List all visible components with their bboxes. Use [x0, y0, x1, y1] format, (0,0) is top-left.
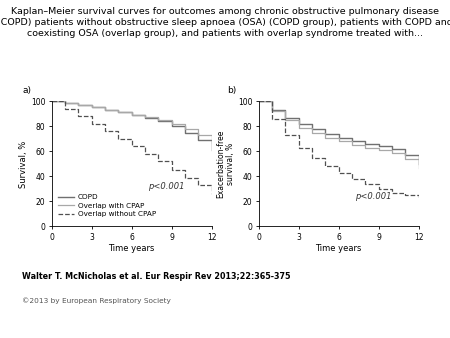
X-axis label: Time years: Time years [315, 244, 362, 254]
Text: p<0.001: p<0.001 [355, 192, 391, 201]
X-axis label: Time years: Time years [108, 244, 155, 254]
Text: p<0.001: p<0.001 [148, 182, 184, 191]
Text: b): b) [227, 86, 236, 95]
Text: Walter T. McNicholas et al. Eur Respir Rev 2013;22:365-375: Walter T. McNicholas et al. Eur Respir R… [22, 272, 291, 281]
Text: Kaplan–Meier survival curves for outcomes among chronic obstructive pulmonary di: Kaplan–Meier survival curves for outcome… [0, 7, 450, 38]
Text: ©2013 by European Respiratory Society: ©2013 by European Respiratory Society [22, 297, 171, 304]
Y-axis label: Survival, %: Survival, % [19, 140, 28, 188]
Legend: COPD, Overlap with CPAP, Overlap without CPAP: COPD, Overlap with CPAP, Overlap without… [55, 191, 159, 220]
Text: a): a) [23, 86, 32, 95]
Y-axis label: Exacerbation-free
survival, %: Exacerbation-free survival, % [216, 130, 235, 198]
